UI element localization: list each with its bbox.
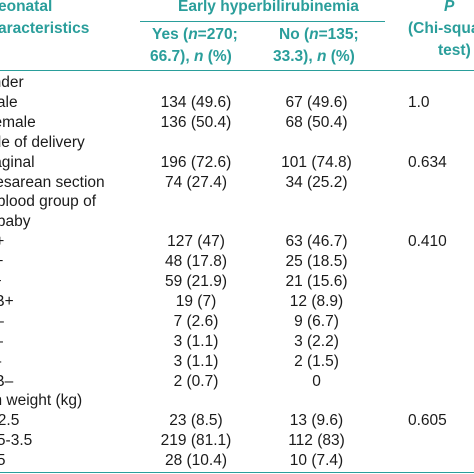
row-no-value: 101 (74.8): [281, 153, 352, 171]
row-label: AB+: [0, 292, 14, 310]
row-no-value: 34 (25.2): [285, 173, 348, 191]
header-no-line2: 33.3), n (%): [273, 48, 355, 65]
row-label: A+: [0, 252, 144, 271]
row-label: ender: [0, 74, 24, 91]
header-p-line2: (Chi-squa: [408, 20, 474, 37]
row-label: 3.5: [0, 452, 6, 470]
row-yes-value: 23 (8.5): [169, 412, 223, 430]
row-label: e blood group of: [0, 193, 97, 211]
group-underline: [140, 21, 385, 22]
row-no-value: 13 (9.6): [289, 412, 344, 430]
row-p-value: 0.634: [408, 153, 447, 171]
row-yes-value: 134 (49.6): [160, 93, 232, 111]
row-no-value: 25 (18.5): [285, 253, 348, 271]
row-label: 2.5-3.5: [0, 432, 33, 450]
row-label: ode of delivery: [0, 133, 85, 151]
header-bottom-rule: [0, 70, 474, 71]
header-no-line1: No (n=135;: [279, 26, 359, 43]
header-yes-line2: 66.7), n (%): [150, 48, 232, 65]
row-no-value: 63 (46.7): [285, 233, 348, 251]
row-label: D–: [0, 312, 144, 331]
row-label: Female: [0, 113, 36, 131]
row-label: 3–: [0, 352, 144, 371]
row-yes-value: 19 (7): [175, 292, 217, 310]
row-label: e baby: [0, 213, 31, 231]
header-col1-line1: eonatal: [0, 0, 53, 15]
header-yes-line1: Yes (n=270;: [152, 26, 238, 43]
row-no-value: 10 (7.4): [289, 452, 344, 470]
row-yes-value: 2 (0.7): [173, 372, 219, 390]
row-no-value: 21 (15.6): [285, 273, 348, 290]
row-p-value: 1.0: [408, 93, 430, 111]
row-p-value: 0.605: [408, 412, 447, 430]
table-bottom-rule: [0, 472, 474, 473]
row-yes-value: 196 (72.6): [160, 153, 232, 171]
header-p-line3: test): [438, 42, 471, 59]
header-col1-line2: aracteristics: [0, 20, 90, 37]
header-p-line1: P: [444, 0, 455, 15]
row-no-value: 9 (6.7): [294, 312, 339, 330]
row-yes-value: 219 (81.1): [160, 432, 232, 450]
row-label: 2-2.5: [0, 412, 20, 430]
row-yes-value: 59 (21.9): [164, 273, 228, 290]
row-no-value: 12 (8.9): [289, 292, 344, 310]
row-yes-value: 48 (17.8): [164, 253, 228, 271]
row-yes-value: 127 (47): [167, 233, 225, 251]
row-yes-value: 3 (1.1): [173, 352, 219, 370]
row-yes-value: 3 (1.1): [173, 332, 219, 350]
row-yes-value: 136 (50.4): [160, 113, 232, 131]
row-label: rth weight (kg): [0, 392, 83, 410]
row-no-value: 0: [312, 372, 321, 390]
row-yes-value: 28 (10.4): [164, 452, 228, 470]
header-group-title: Early hyperbilirubinemia: [178, 0, 359, 15]
row-label: AB–: [0, 372, 14, 390]
row-no-value: 68 (50.4): [285, 113, 348, 131]
row-label: A–: [0, 332, 144, 351]
row-no-value: 112 (83): [288, 432, 345, 450]
row-no-value: 67 (49.6): [285, 93, 348, 111]
row-no-value: 3 (2.2): [294, 332, 339, 350]
row-label: 3+: [0, 272, 144, 291]
row-label: Male: [0, 93, 18, 111]
row-p-value: 0.410: [408, 233, 447, 251]
row-yes-value: 7 (2.6): [173, 312, 219, 330]
row-no-value: 2 (1.5): [294, 352, 339, 370]
row-label: Cesarean section: [0, 173, 105, 191]
row-label: Vaginal: [0, 153, 35, 171]
row-label: D+: [0, 232, 144, 251]
row-yes-value: 74 (27.4): [164, 173, 228, 191]
